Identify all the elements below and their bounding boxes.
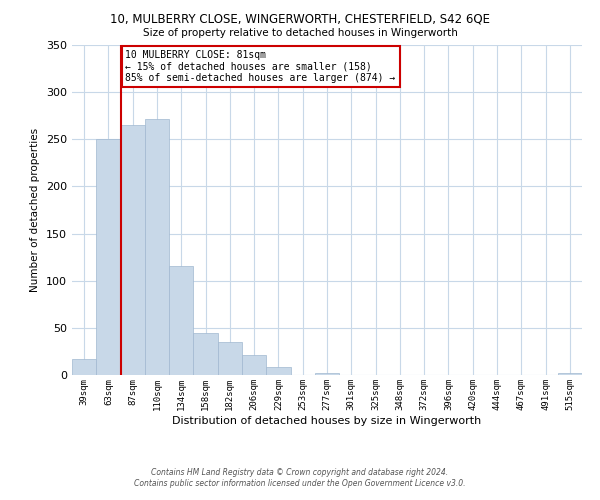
Bar bbox=[315, 373, 339, 375]
X-axis label: Distribution of detached houses by size in Wingerworth: Distribution of detached houses by size … bbox=[172, 416, 482, 426]
Bar bbox=[558, 373, 582, 375]
Text: Size of property relative to detached houses in Wingerworth: Size of property relative to detached ho… bbox=[143, 28, 457, 38]
Bar bbox=[266, 368, 290, 375]
Bar bbox=[96, 140, 121, 375]
Text: Contains HM Land Registry data © Crown copyright and database right 2024.
Contai: Contains HM Land Registry data © Crown c… bbox=[134, 468, 466, 487]
Bar bbox=[242, 355, 266, 375]
Bar bbox=[218, 342, 242, 375]
Bar bbox=[169, 266, 193, 375]
Y-axis label: Number of detached properties: Number of detached properties bbox=[31, 128, 40, 292]
Bar bbox=[72, 359, 96, 375]
Bar bbox=[121, 125, 145, 375]
Bar bbox=[193, 332, 218, 375]
Bar bbox=[145, 118, 169, 375]
Text: 10 MULBERRY CLOSE: 81sqm
← 15% of detached houses are smaller (158)
85% of semi-: 10 MULBERRY CLOSE: 81sqm ← 15% of detach… bbox=[125, 50, 395, 83]
Text: 10, MULBERRY CLOSE, WINGERWORTH, CHESTERFIELD, S42 6QE: 10, MULBERRY CLOSE, WINGERWORTH, CHESTER… bbox=[110, 12, 490, 26]
